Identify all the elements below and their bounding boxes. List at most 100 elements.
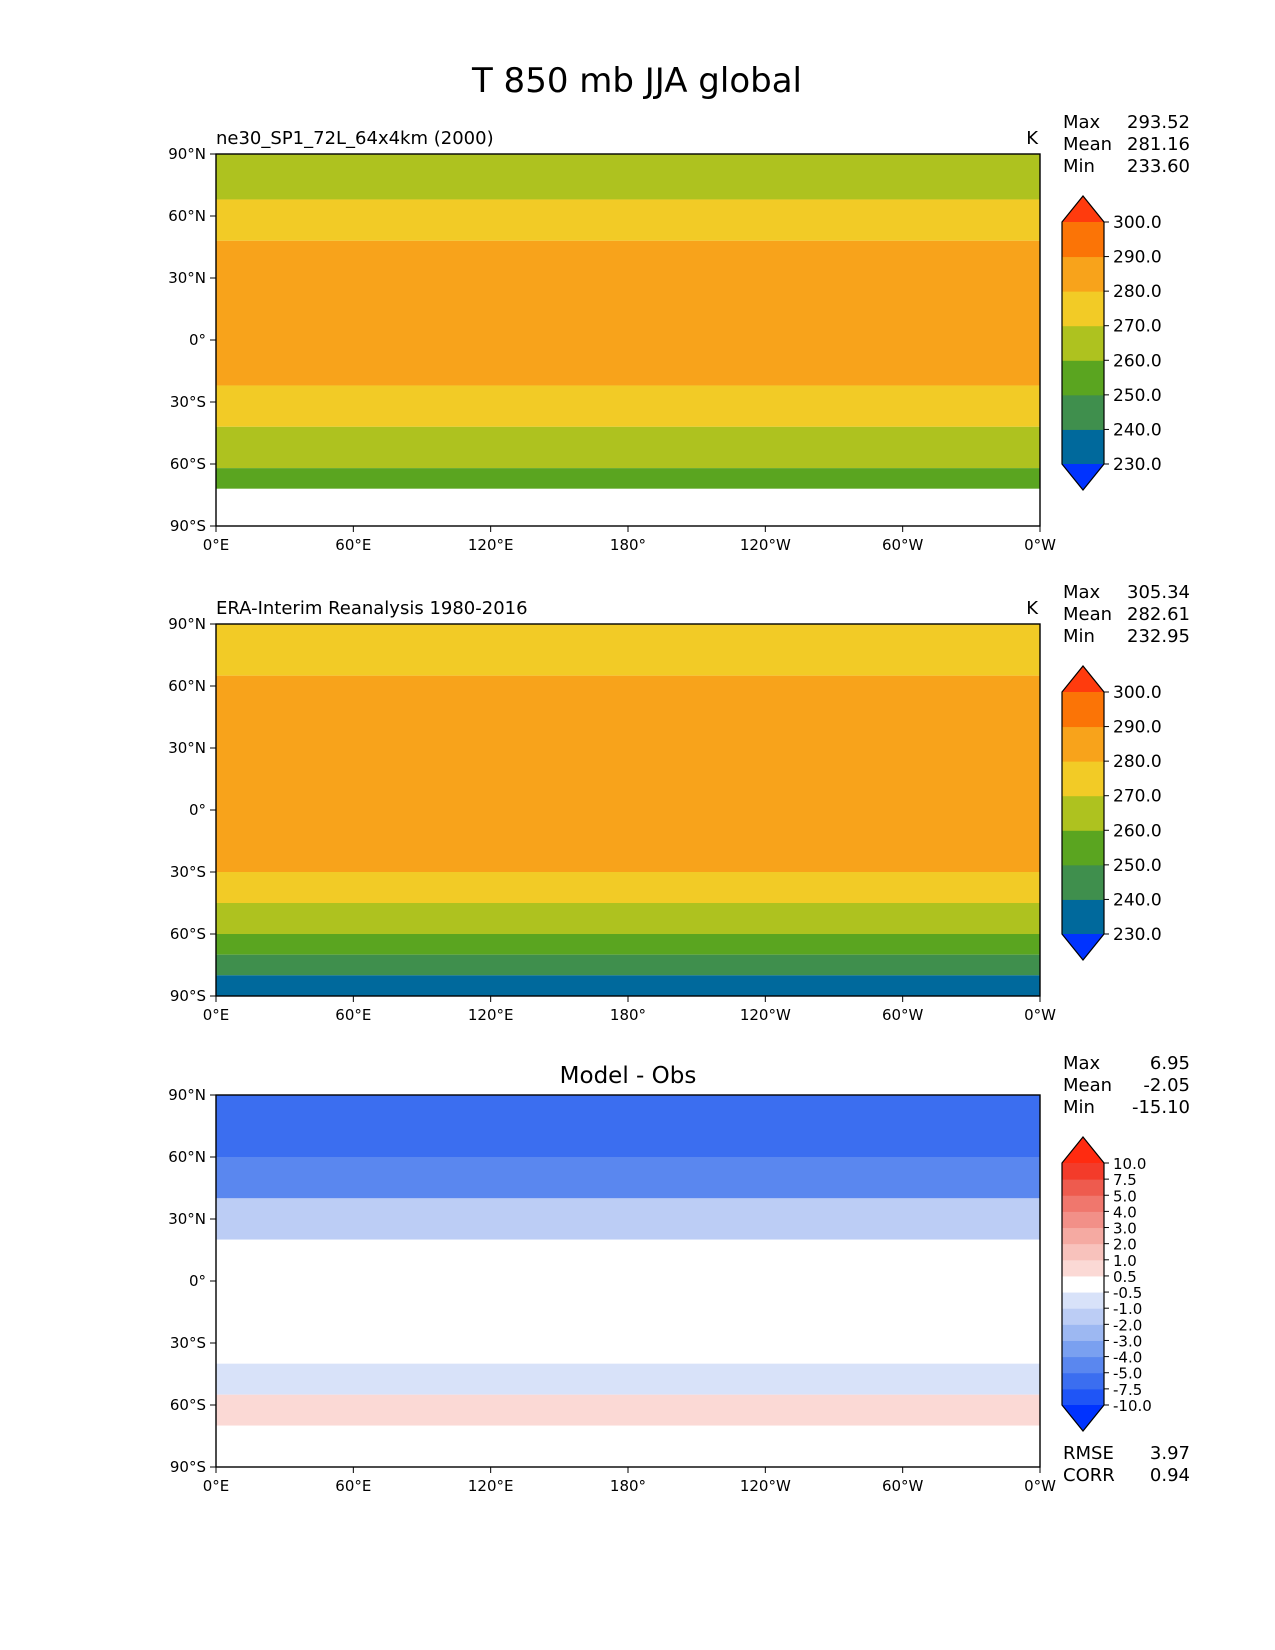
map-panel-3: Model - Obs 0°E 60°E 120°E 180° 120°W 60°W 0°W 9… [168, 1053, 1190, 1495]
x-tick-label: 60°W [882, 1006, 924, 1024]
colorbar-segment [1062, 1259, 1104, 1277]
colorbar-segment [1062, 291, 1104, 327]
x-tick-label: 120°W [740, 1477, 791, 1495]
panel-title: ne30_SP1_72L_64x4km (2000) [216, 128, 494, 149]
colorbar-segment [1062, 726, 1104, 762]
colorbar-label: -4.0 [1113, 1349, 1142, 1367]
x-tick-label: 60°W [882, 1477, 924, 1495]
y-tick-label: 90°N [168, 1086, 206, 1104]
x-tick-label: 0°W [1024, 536, 1056, 554]
colorbar-label: -2.0 [1113, 1316, 1142, 1334]
field-band [216, 426, 1040, 469]
x-tick-label: 120°E [468, 536, 514, 554]
colorbar-segment [1062, 899, 1104, 935]
colorbar-segment [1062, 761, 1104, 797]
colorbar-label: 290.0 [1113, 248, 1162, 268]
x-tick-label: 180° [610, 1477, 646, 1495]
x-tick-label: 180° [610, 536, 646, 554]
colorbar-segment [1062, 429, 1104, 465]
colorbar-label: 280.0 [1113, 752, 1162, 772]
field-band [216, 1322, 1040, 1364]
colorbar-segment [1062, 1388, 1104, 1406]
field-band [216, 954, 1040, 976]
stat-label: Mean [1063, 1075, 1112, 1096]
colorbar-segment [1062, 864, 1104, 900]
colorbar-label: 1.0 [1113, 1252, 1137, 1270]
colorbar-label: 270.0 [1113, 317, 1162, 337]
stat-label: Max [1063, 582, 1101, 603]
panel-title: ERA-Interim Reanalysis 1980-2016 [216, 598, 528, 619]
units-label: K [1026, 128, 1039, 149]
field-band [216, 1198, 1040, 1240]
colorbar-label: 260.0 [1113, 821, 1162, 841]
y-tick-label: 30°N [168, 269, 206, 287]
y-tick-label: 30°N [168, 739, 206, 757]
y-tick-label: 60°S [170, 925, 206, 943]
y-tick-label: 60°S [170, 1396, 206, 1414]
y-tick-label: 30°N [168, 1210, 206, 1228]
x-tick-label: 60°E [335, 536, 371, 554]
colorbar-label: -5.0 [1113, 1365, 1142, 1383]
stat-value: 232.95 [1127, 626, 1190, 647]
colorbar-segment [1062, 1340, 1104, 1358]
units-label: K [1026, 598, 1039, 619]
y-tick-label: 90°N [168, 615, 206, 633]
field-band [216, 199, 1040, 241]
field-band [216, 1394, 1040, 1426]
stat-value: 305.34 [1127, 582, 1190, 603]
stat-label: Min [1063, 156, 1095, 177]
colorbar-segment [1062, 1227, 1104, 1245]
footer-value: 3.97 [1150, 1443, 1190, 1464]
field-band [216, 872, 1040, 903]
y-tick-label: 30°S [170, 393, 206, 411]
colorbar-segment [1062, 692, 1104, 728]
colorbar-label: 300.0 [1113, 683, 1162, 703]
colorbar-segment [1062, 325, 1104, 361]
field-band [216, 1095, 1040, 1157]
colorbar-label: 260.0 [1113, 351, 1162, 371]
x-tick-label: 60°E [335, 1477, 371, 1495]
colorbar-extend-min [1062, 464, 1104, 490]
footer-label: RMSE [1063, 1443, 1114, 1464]
field-band [216, 385, 1040, 427]
colorbar-segment [1062, 1195, 1104, 1212]
colorbar-segment [1062, 360, 1104, 396]
y-tick-label: 0° [189, 1272, 206, 1290]
x-tick-label: 0°W [1024, 1006, 1056, 1024]
colorbar: -10.0-7.5-5.0-4.0-3.0-2.0-1.0-0.50.51.02… [1061, 1136, 1152, 1432]
stat-value: 233.60 [1127, 156, 1190, 177]
x-tick-label: 0°E [203, 536, 230, 554]
field-band [216, 903, 1040, 934]
x-tick-label: 120°E [468, 1006, 514, 1024]
colorbar-extend-min [1062, 1405, 1104, 1431]
colorbar-segment [1062, 1308, 1104, 1325]
field-band [216, 1157, 1040, 1199]
colorbar-label: 300.0 [1113, 213, 1162, 233]
field-band [216, 240, 1040, 386]
y-tick-label: 30°S [170, 863, 206, 881]
colorbar-label: 280.0 [1113, 282, 1162, 302]
field-band [216, 1425, 1040, 1467]
colorbar: 230.0 240.0 250.0 260.0 270.0 280.0 290.0 300.0 [1061, 665, 1162, 961]
y-tick-label: 30°S [170, 1334, 206, 1352]
colorbar-segment [1062, 795, 1104, 831]
colorbar-label: 230.0 [1113, 455, 1162, 475]
colorbar-segment [1062, 1243, 1104, 1261]
colorbar-label: 290.0 [1113, 718, 1162, 738]
colorbar-segment [1062, 1292, 1104, 1309]
stat-value: -15.10 [1132, 1097, 1190, 1118]
colorbar-segment [1062, 1372, 1104, 1390]
x-tick-label: 0°E [203, 1477, 230, 1495]
colorbar-segment [1062, 256, 1104, 292]
stat-value: -2.05 [1143, 1075, 1190, 1096]
field-band [216, 488, 1040, 526]
colorbar-label: 2.0 [1113, 1236, 1137, 1254]
stat-label: Min [1063, 626, 1095, 647]
stat-label: Min [1063, 1097, 1095, 1118]
field-band [216, 675, 1040, 872]
colorbar-label: 4.0 [1113, 1203, 1137, 1221]
y-tick-label: 0° [189, 331, 206, 349]
colorbar-label: -0.5 [1113, 1284, 1142, 1302]
field-band [216, 1239, 1040, 1323]
